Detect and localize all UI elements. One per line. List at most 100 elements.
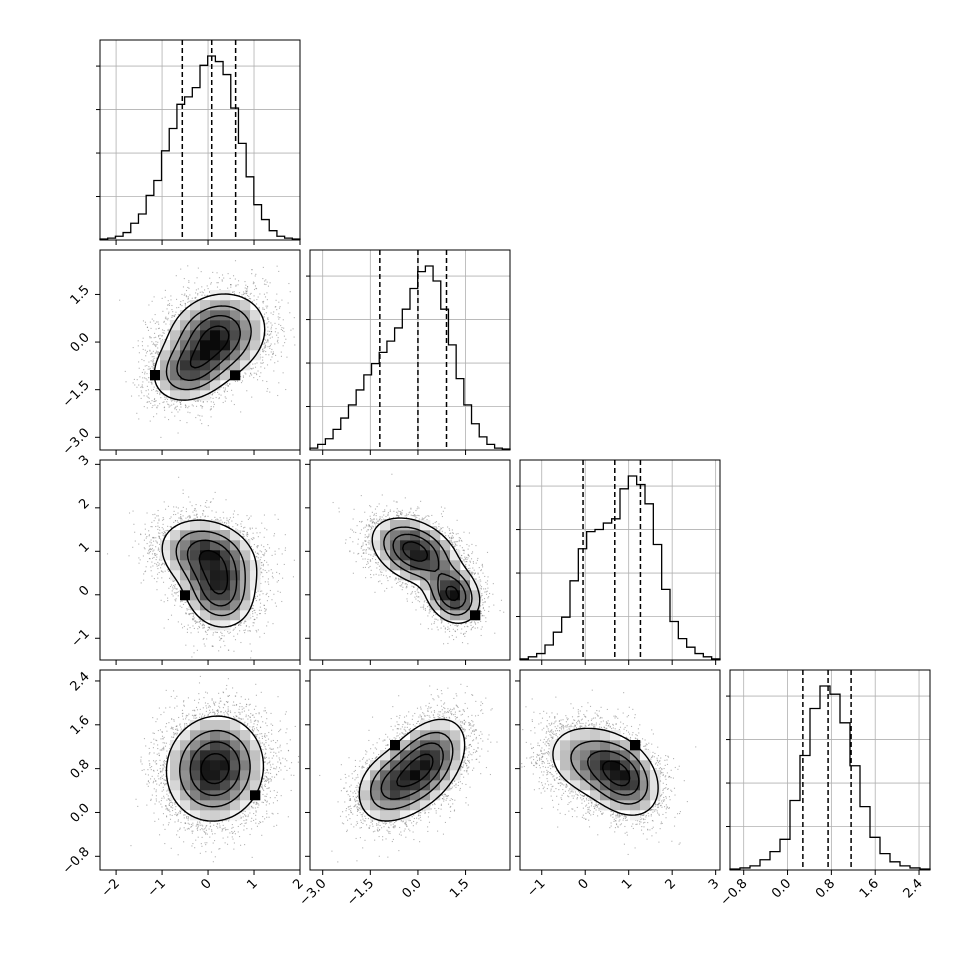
sample-point (265, 722, 267, 724)
sample-point (266, 529, 268, 531)
sample-point (264, 367, 266, 369)
sample-point (204, 645, 206, 647)
sample-point (356, 860, 358, 862)
sample-point (226, 843, 229, 845)
sample-point (260, 691, 262, 693)
sample-point (415, 509, 417, 512)
sample-point (202, 405, 204, 408)
sample-point (158, 520, 160, 522)
contour-line (380, 742, 444, 800)
sample-point (468, 744, 471, 746)
sample-point (364, 536, 366, 538)
density-cell (190, 380, 201, 391)
sample-point (261, 564, 263, 566)
sample-point (143, 360, 145, 362)
sample-point (463, 764, 465, 766)
sample-point (154, 404, 156, 406)
density-cell (390, 790, 401, 801)
sample-point (284, 547, 287, 549)
sample-point (136, 386, 138, 388)
sample-point (265, 283, 267, 286)
sample-point (272, 802, 274, 804)
sample-point (437, 695, 439, 697)
density-cell (400, 780, 411, 791)
sample-point (270, 330, 273, 333)
sample-point (278, 548, 280, 550)
sample-point (209, 409, 211, 411)
sample-point (353, 552, 355, 554)
sample-point (467, 759, 469, 761)
sample-point (255, 694, 257, 696)
density-cell (230, 320, 241, 331)
sample-point (404, 823, 406, 825)
sample-point (174, 314, 176, 316)
sample-point (248, 295, 250, 298)
sample-point (174, 802, 176, 804)
sample-point (263, 769, 266, 771)
sample-point (138, 361, 140, 363)
sample-point (367, 536, 369, 538)
sample-point (453, 546, 455, 548)
sample-point (168, 803, 171, 805)
sample-point (264, 342, 266, 344)
sample-point (166, 816, 168, 818)
sample-point (432, 523, 434, 525)
sample-point (344, 542, 347, 544)
sample-point (273, 790, 275, 792)
sample-point (149, 321, 151, 323)
sample-point (189, 294, 191, 296)
sample-point (442, 713, 444, 715)
sample-point (371, 716, 374, 718)
sample-point (646, 744, 648, 746)
sample-point (265, 305, 267, 307)
sample-point (356, 814, 358, 816)
sample-point (138, 418, 140, 420)
sample-point (185, 510, 187, 513)
sample-point (460, 765, 462, 767)
sample-point (241, 711, 243, 713)
sample-point (152, 388, 155, 391)
sample-point (476, 750, 478, 752)
sample-point (438, 525, 440, 528)
sample-point (275, 354, 277, 356)
sample-point (144, 349, 146, 351)
sample-point (203, 643, 205, 645)
sample-point (220, 386, 222, 388)
sample-point (242, 376, 245, 378)
sample-point (404, 720, 406, 723)
sample-point (151, 557, 154, 559)
sample-point (134, 384, 136, 386)
sample-point (468, 545, 470, 547)
sample-point (224, 704, 226, 706)
sample-point (478, 567, 480, 569)
sample-point (433, 699, 435, 701)
density-cell (220, 350, 231, 361)
sample-point (255, 273, 257, 275)
sample-point (167, 569, 169, 571)
sample-point (261, 785, 263, 787)
sample-point (209, 836, 211, 838)
sample-point (275, 328, 277, 330)
sample-point (454, 543, 456, 545)
sample-point (348, 814, 350, 816)
sample-point (354, 805, 356, 807)
sample-point (483, 598, 486, 600)
sample-point (396, 732, 398, 734)
sample-point (434, 807, 436, 810)
sample-point (205, 833, 207, 835)
sample-point (397, 728, 399, 730)
sample-point (378, 753, 380, 756)
sample-point (239, 712, 241, 714)
sample-point (164, 779, 166, 781)
sample-point (255, 372, 257, 374)
density-cell (210, 330, 221, 341)
sample-point (247, 518, 249, 520)
sample-point (234, 278, 236, 280)
sample-point (250, 820, 252, 822)
density-cell (210, 750, 221, 761)
sample-point (360, 826, 362, 829)
sample-point (279, 720, 281, 722)
sample-point (462, 762, 464, 764)
sample-point (392, 729, 394, 731)
sample-point (367, 529, 369, 531)
